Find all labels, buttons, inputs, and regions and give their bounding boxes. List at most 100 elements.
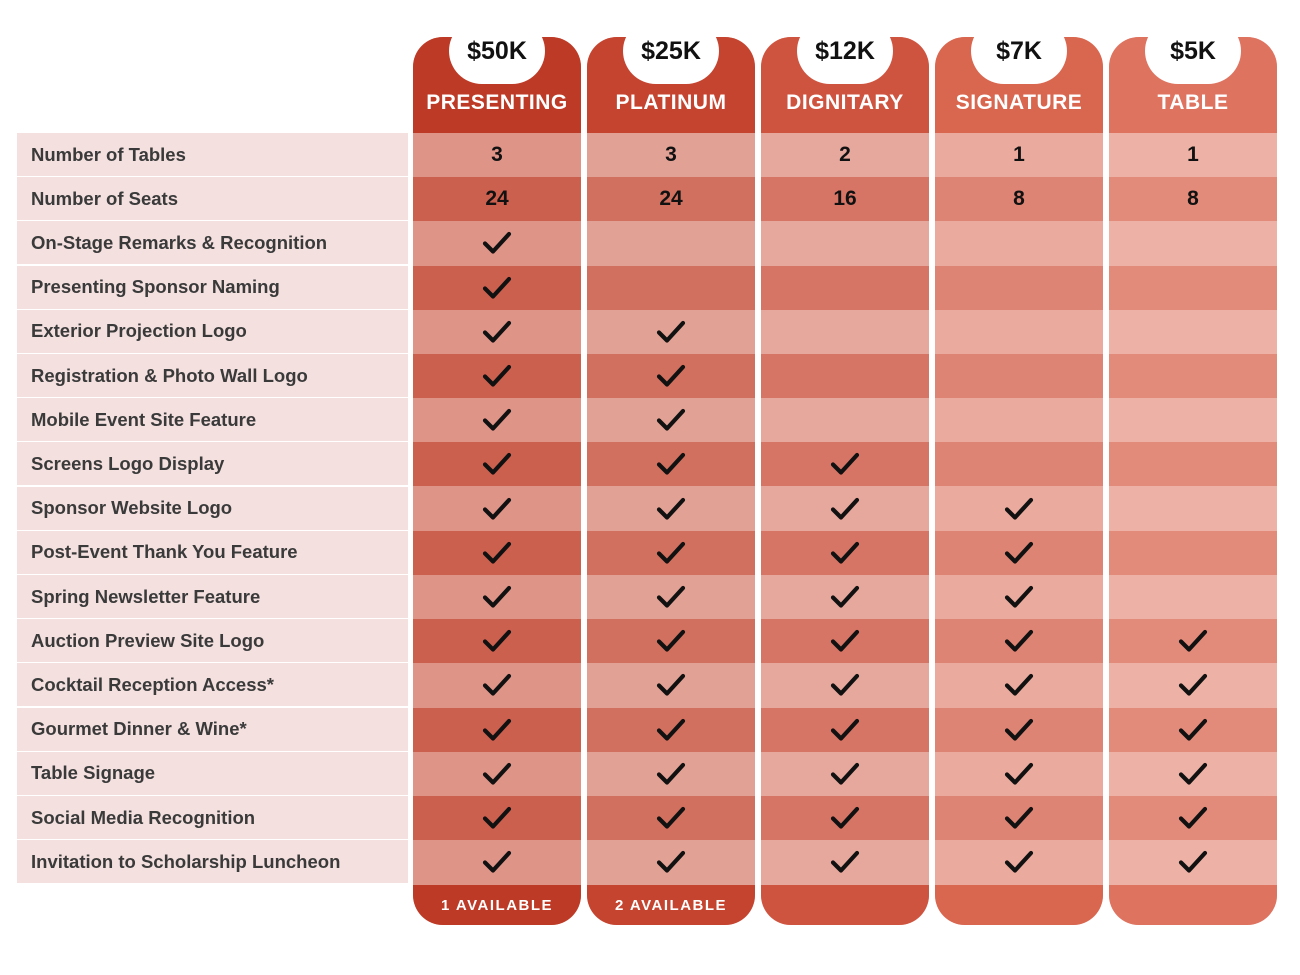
tier-cell (413, 796, 581, 840)
tier-cell (935, 398, 1103, 443)
cell-value: 3 (491, 143, 503, 166)
checkmark-icon (482, 409, 512, 431)
checkmark-icon (656, 674, 686, 696)
tier-cell (761, 619, 929, 664)
checkmark-icon (482, 497, 512, 520)
row-label: Spring Newsletter Feature (17, 575, 408, 618)
tier-cell (413, 442, 581, 487)
availability-label: 1 AVAILABLE (440, 896, 554, 914)
checkmark-icon (1004, 497, 1034, 520)
tier-footer: 2 AVAILABLE (587, 885, 755, 925)
tier-cell (935, 796, 1103, 840)
tier-cell (1109, 530, 1277, 575)
tier-cell (761, 265, 929, 310)
tier-cell (761, 486, 929, 531)
checkmark-icon (1004, 806, 1034, 829)
checkmark-icon (830, 630, 860, 652)
row-label: Number of Tables (17, 133, 408, 176)
row-label: Sponsor Website Logo (17, 486, 408, 530)
tier-cell (1109, 354, 1277, 398)
checkmark-icon (656, 585, 686, 608)
row-label: Auction Preview Site Logo (17, 619, 408, 663)
tier-cell (587, 398, 755, 443)
tier-cell (761, 707, 929, 752)
row-label: Invitation to Scholarship Luncheon (17, 840, 408, 884)
tier-cell (1109, 486, 1277, 531)
tier-footer (1109, 885, 1277, 925)
checkmark-icon (1178, 674, 1208, 696)
tier-cell (1109, 751, 1277, 796)
row-label: On-Stage Remarks & Recognition (17, 221, 408, 265)
tier-column: DIGNITARY 2 16 (761, 37, 929, 925)
tier-cell: 24 (587, 177, 755, 222)
cell-value: 8 (1187, 187, 1199, 211)
checkmark-icon (656, 453, 686, 475)
checkmark-icon (656, 806, 686, 829)
checkmark-icon (830, 585, 860, 608)
checkmark-icon (656, 409, 686, 431)
tier-cell (761, 442, 929, 487)
tier-cell (761, 530, 929, 575)
tier-cell (587, 663, 755, 708)
checkmark-icon (482, 232, 512, 254)
checkmark-icon (656, 541, 686, 564)
checkmark-icon (830, 453, 860, 475)
tier-cell (1109, 840, 1277, 885)
tier-cell (587, 796, 755, 840)
checkmark-icon (1004, 585, 1034, 608)
checkmark-icon (482, 585, 512, 608)
cell-value: 1 (1187, 143, 1199, 166)
checkmark-icon (830, 762, 860, 785)
checkmark-icon (830, 806, 860, 829)
tier-cell (935, 663, 1103, 708)
tier-cell (1109, 796, 1277, 840)
checkmark-icon (482, 806, 512, 829)
tier-footer: 1 AVAILABLE (413, 885, 581, 925)
tier-cell (587, 265, 755, 310)
tier-cell (413, 840, 581, 885)
checkmark-icon (482, 718, 512, 741)
tier-footer (761, 885, 929, 925)
tier-cell (1109, 663, 1277, 708)
row-label: Presenting Sponsor Naming (17, 265, 408, 309)
tier-price: $5K (1145, 18, 1241, 84)
tier-column: TABLE 1 8 (1109, 37, 1277, 925)
tier-cell (935, 442, 1103, 487)
row-label: Exterior Projection Logo (17, 309, 408, 353)
tier-cell (413, 663, 581, 708)
tier-cell (935, 486, 1103, 531)
tier-cell (935, 575, 1103, 619)
tier-cell (935, 265, 1103, 310)
checkmark-icon (1004, 718, 1034, 741)
tier-cell: 2 (761, 133, 929, 177)
tier-price: $25K (623, 18, 719, 84)
row-label: Mobile Event Site Feature (17, 398, 408, 442)
tier-cell (413, 575, 581, 619)
tier-cell: 24 (413, 177, 581, 222)
checkmark-icon (830, 497, 860, 520)
checkmark-icon (656, 851, 686, 873)
tier-name: DIGNITARY (786, 91, 904, 114)
tier-cell (761, 796, 929, 840)
tier-cell (587, 221, 755, 266)
checkmark-icon (1004, 541, 1034, 564)
tier-cell (1109, 398, 1277, 443)
tier-footer (935, 885, 1103, 925)
tier-cell (761, 309, 929, 354)
tier-cell (413, 751, 581, 796)
checkmark-icon (1178, 630, 1208, 652)
availability-label: 2 AVAILABLE (614, 896, 728, 914)
checkmark-icon (1178, 806, 1208, 829)
tier-cell: 1 (935, 133, 1103, 177)
row-label: Screens Logo Display (17, 442, 408, 486)
tier-cell (587, 486, 755, 531)
tier-name: PRESENTING (426, 91, 568, 114)
cell-value: 8 (1013, 187, 1025, 211)
tier-cell (935, 221, 1103, 266)
tier-cell (413, 398, 581, 443)
row-label: Registration & Photo Wall Logo (17, 354, 408, 397)
tier-cell (1109, 442, 1277, 487)
checkmark-icon (1178, 762, 1208, 785)
tier-column: SIGNATURE 1 8 (935, 37, 1103, 925)
